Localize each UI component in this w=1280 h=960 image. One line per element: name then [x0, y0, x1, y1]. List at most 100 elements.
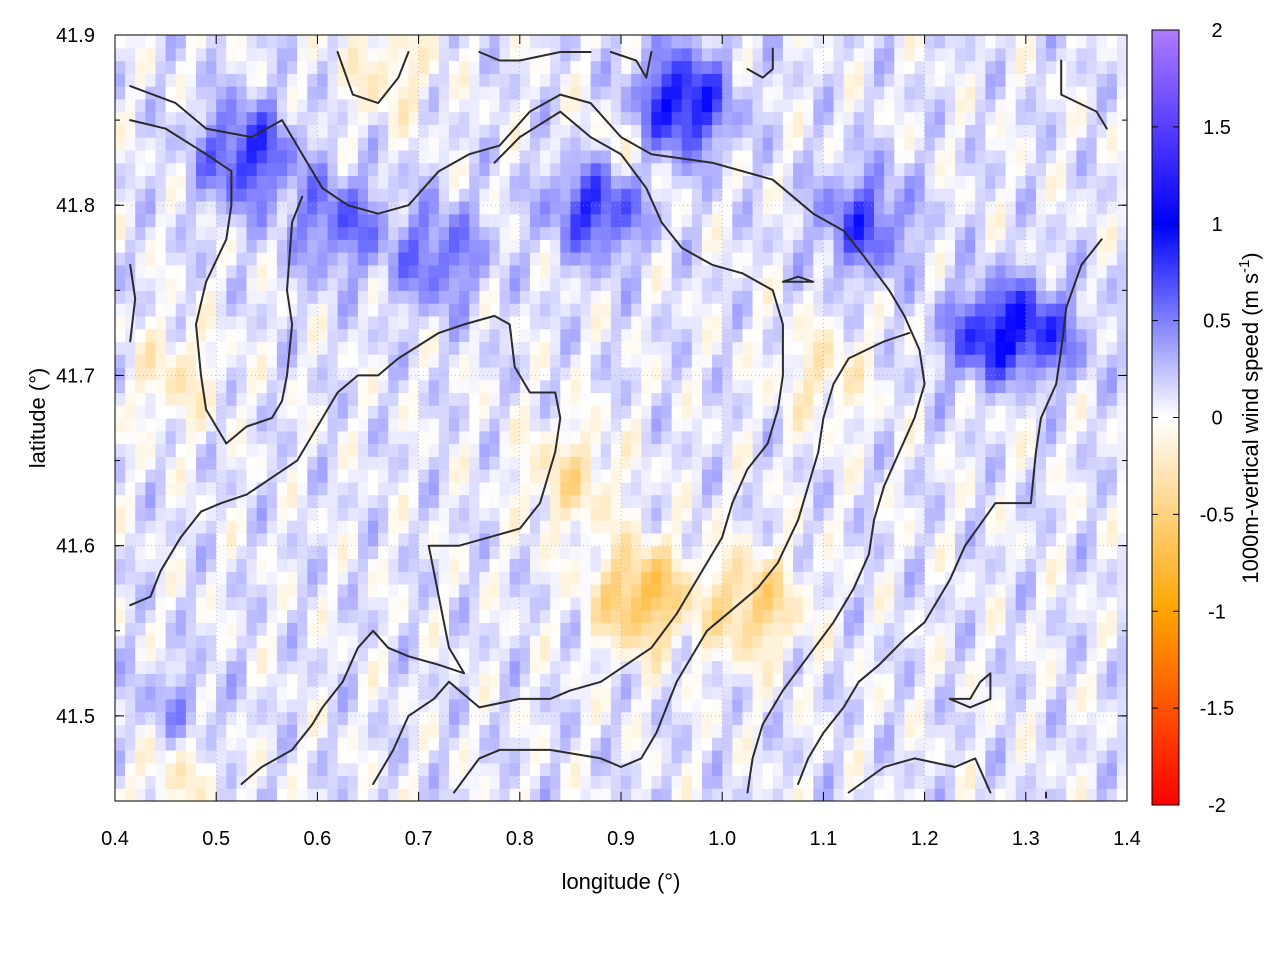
heatmap-cell: [287, 481, 298, 496]
heatmap-cell: [388, 200, 399, 215]
heatmap-cell: [195, 252, 207, 266]
heatmap-cell: [297, 558, 308, 572]
heatmap-cell: [985, 711, 997, 725]
heatmap-cell: [226, 494, 238, 508]
heatmap-cell: [1066, 277, 1077, 291]
heatmap-cell: [874, 724, 885, 738]
heatmap-cell: [560, 290, 571, 304]
heatmap-cell: [337, 686, 349, 700]
heatmap-cell: [489, 366, 501, 381]
heatmap-cell: [863, 213, 875, 228]
heatmap-cell: [560, 647, 571, 662]
heatmap-cell: [813, 252, 824, 266]
heatmap-cell: [337, 737, 349, 751]
heatmap-cell: [803, 456, 814, 470]
heatmap-cell: [448, 711, 460, 725]
heatmap-cell: [610, 315, 622, 330]
heatmap-cell: [529, 392, 541, 406]
heatmap-cell: [115, 443, 126, 457]
heatmap-cell: [570, 660, 582, 674]
heatmap-cell: [1046, 635, 1057, 649]
heatmap-cell: [681, 379, 693, 394]
heatmap-cell: [793, 660, 804, 674]
heatmap-cell: [347, 762, 359, 777]
heatmap-cell: [1106, 724, 1118, 738]
heatmap-cell: [1106, 392, 1118, 406]
heatmap-cell: [944, 405, 956, 419]
heatmap-cell: [823, 635, 835, 649]
heatmap-cell: [287, 366, 298, 381]
heatmap-cell: [1056, 571, 1067, 585]
heatmap-cell: [631, 673, 642, 687]
heatmap-cell: [1015, 303, 1027, 317]
heatmap-cell: [317, 175, 329, 189]
heatmap-cell: [701, 749, 713, 764]
heatmap-cell: [813, 290, 824, 304]
heatmap-cell: [206, 430, 217, 445]
heatmap-cell: [793, 303, 804, 317]
heatmap-cell: [1106, 558, 1118, 572]
heatmap-cell: [985, 775, 997, 789]
heatmap-cell: [145, 609, 157, 623]
heatmap-cell: [793, 188, 804, 202]
heatmap-cell: [175, 660, 187, 674]
heatmap-cell: [681, 660, 693, 674]
heatmap-cell: [327, 303, 339, 317]
heatmap-cell: [1025, 213, 1037, 228]
heatmap-cell: [813, 737, 824, 751]
heatmap-cell: [368, 686, 379, 700]
heatmap-cell: [732, 443, 744, 457]
heatmap-cell: [509, 443, 521, 457]
heatmap-cell: [519, 341, 531, 355]
heatmap-cell: [438, 532, 450, 547]
heatmap-cell: [914, 341, 926, 355]
heatmap-cell: [165, 622, 177, 636]
heatmap-cell: [833, 456, 845, 470]
heatmap-cell: [732, 366, 744, 381]
heatmap-cell: [307, 749, 318, 764]
heatmap-cell: [772, 379, 784, 394]
heatmap-cell: [540, 622, 551, 636]
heatmap-cell: [438, 341, 450, 355]
heatmap-cell: [742, 532, 754, 547]
heatmap-cell: [813, 788, 824, 801]
heatmap-cell: [894, 354, 905, 368]
heatmap-cell: [681, 264, 693, 279]
heatmap-cell: [823, 749, 835, 764]
heatmap-cell: [398, 328, 410, 342]
heatmap-cell: [1116, 788, 1127, 801]
heatmap-cell: [600, 430, 612, 445]
heatmap-cell: [378, 622, 389, 636]
heatmap-cell: [529, 673, 541, 687]
heatmap-cell: [722, 315, 733, 330]
heatmap-cell: [924, 609, 936, 623]
heatmap-cell: [874, 443, 885, 457]
heatmap-cell: [195, 596, 207, 611]
heatmap-cell: [904, 635, 916, 649]
heatmap-cell: [115, 430, 126, 445]
heatmap-cell: [1076, 596, 1088, 611]
heatmap-cell: [995, 277, 1007, 291]
heatmap-cell: [631, 775, 642, 789]
heatmap-cell: [600, 609, 612, 623]
heatmap-cell: [529, 635, 541, 649]
heatmap-cell: [1015, 252, 1027, 266]
heatmap-cell: [540, 635, 551, 649]
heatmap-cell: [570, 200, 582, 215]
heatmap-cell: [965, 647, 976, 662]
heatmap-cell: [529, 583, 541, 598]
heatmap-cell: [621, 277, 632, 291]
heatmap-cell: [489, 430, 501, 445]
heatmap-cell: [115, 520, 126, 534]
heatmap-cell: [712, 698, 723, 713]
heatmap-cell: [398, 303, 410, 317]
heatmap-cell: [115, 596, 126, 611]
heatmap-cell: [297, 737, 308, 751]
heatmap-cell: [1056, 277, 1067, 291]
heatmap-cell: [246, 647, 258, 662]
heatmap-cell: [459, 366, 470, 381]
heatmap-cell: [337, 315, 349, 330]
heatmap-cell: [641, 443, 652, 457]
heatmap-cell: [894, 635, 905, 649]
heatmap-cell: [418, 456, 430, 470]
